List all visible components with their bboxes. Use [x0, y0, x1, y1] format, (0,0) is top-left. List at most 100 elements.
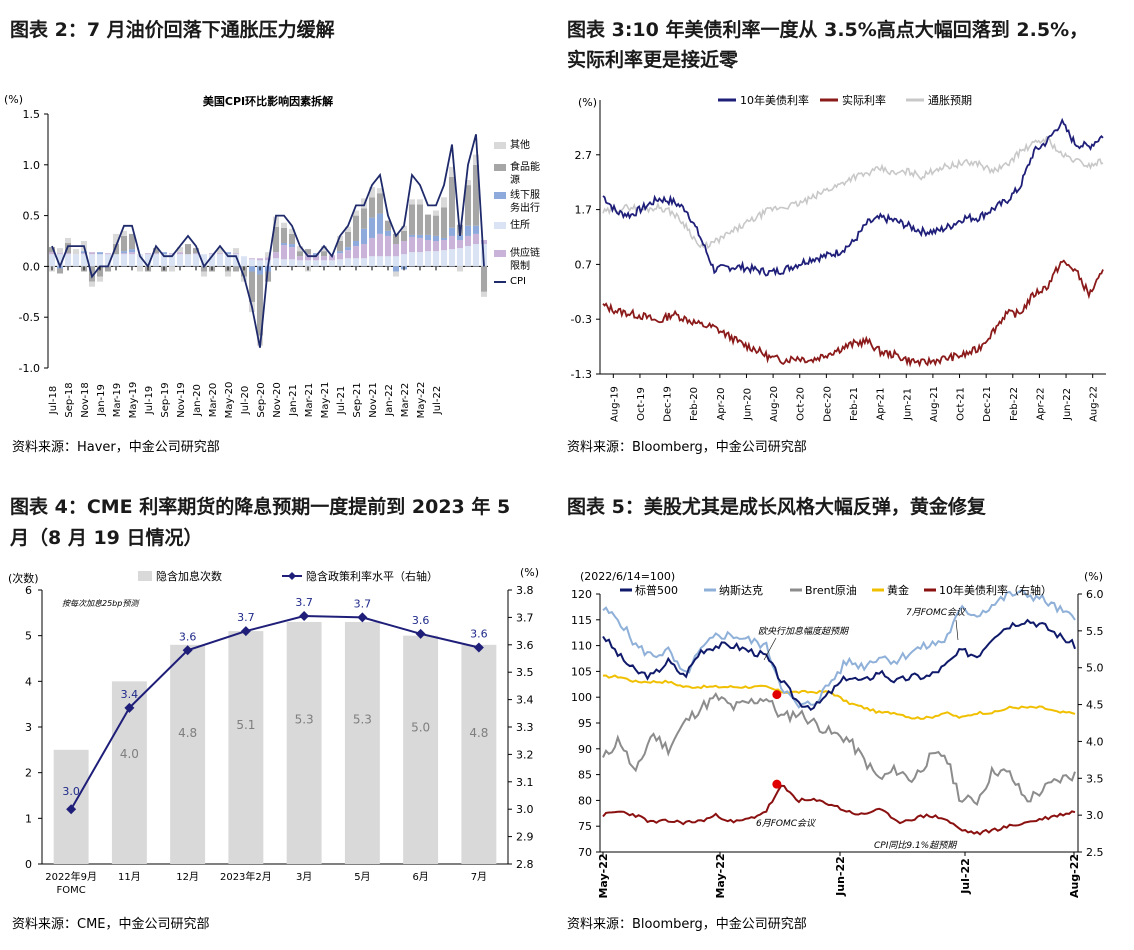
- cpi-bar-service: [312, 253, 320, 256]
- cpi-bar-service: [416, 234, 424, 238]
- cpi-bar-other: [264, 252, 272, 258]
- cme-ytick-right-label: 3.8: [516, 584, 534, 597]
- cme-legend-marker: [288, 572, 296, 580]
- stocks-fomc-marker: [772, 779, 782, 789]
- cpi-bar-shelter: [128, 254, 136, 267]
- cpi-bar-service: [128, 249, 136, 253]
- cpi-bar-service: [336, 251, 344, 254]
- cpi-bar-shelter: [368, 256, 376, 267]
- cpi-bar-service: [360, 228, 368, 245]
- cme-rate-marker: [182, 645, 193, 656]
- yields-ytick-label: 1.7: [575, 204, 593, 217]
- stocks-july-pointer: [955, 619, 959, 641]
- cpi-bar-supply: [368, 237, 376, 257]
- cpi-bar-food: [112, 244, 120, 255]
- cpi-bar-other: [352, 210, 360, 216]
- stocks-legend-label: 标普500: [635, 583, 678, 597]
- cpi-bar-shelter: [440, 250, 448, 267]
- cpi-bar-shelter: [296, 260, 304, 267]
- cpi-xtick-label: Sep-18: [64, 382, 75, 417]
- cme-category-label: 3月: [296, 871, 312, 883]
- cpi-bar-other: [480, 291, 488, 297]
- cme-category-label: 6月: [412, 871, 428, 883]
- cpi-bar-service: [376, 213, 384, 234]
- cpi-xtick-label: Jul-18: [48, 386, 59, 415]
- cpi-bar-shelter: [400, 254, 408, 267]
- cpi-bar-shelter: [216, 254, 224, 267]
- cpi-bar-other: [344, 226, 352, 232]
- stocks-chart: (2022/6/14=100) (%) 70 75 80 85 90 95 100 105 110 1…: [571, 570, 1104, 899]
- yields-xtick-label: Oct-19: [636, 387, 647, 421]
- cpi-bar-shelter: [344, 258, 352, 267]
- cpi-bar-service: [248, 266, 256, 272]
- stocks-unit-right: (%): [1084, 570, 1103, 583]
- cpi-bar-other: [112, 233, 120, 245]
- cpi-bar-service: [368, 217, 376, 238]
- cpi-bar-service: [472, 225, 480, 234]
- cpi-ytick-label: -0.5: [19, 311, 40, 324]
- cme-legend-line-label: 隐含政策利率水平（右轴）: [306, 569, 438, 583]
- cpi-bar-shelter: [200, 254, 208, 267]
- cpi-title: 美国CPI环比影响因素拆解: [203, 94, 333, 108]
- cpi-bar-food: [360, 208, 368, 229]
- cpi-bar-supply: [328, 255, 336, 261]
- cme-ytick-left-label: 5: [25, 630, 32, 643]
- panel4-title-line1: 图表 4：CME 利率期货的降息预期一度提前到 2023 年 5: [10, 496, 511, 518]
- yields-ytick-label: 0.7: [575, 258, 593, 271]
- cpi-xtick-label: Jan-20: [192, 384, 203, 417]
- cpi-bar-shelter: [312, 260, 320, 267]
- cme-bar: [228, 631, 264, 864]
- cpi-bar-shelter: [448, 249, 456, 267]
- cme-ytick-right-label: 3.3: [516, 721, 534, 734]
- cpi-bar-shelter: [80, 254, 88, 267]
- cpi-legend-swatch: [494, 222, 506, 229]
- cpi-bar-supply: [336, 253, 344, 260]
- cpi-bar-supply: [472, 233, 480, 245]
- stocks-ytick-right-label: 3.0: [1086, 809, 1104, 822]
- cme-unit-left: (次数): [8, 571, 39, 585]
- cme-rate-marker: [66, 804, 77, 815]
- cpi-bar-other: [224, 271, 232, 277]
- cpi-bar-shelter: [320, 260, 328, 267]
- cpi-bar-shelter: [160, 254, 168, 267]
- cpi-bar-other: [464, 180, 472, 186]
- cpi-legend-swatch: [494, 142, 506, 149]
- panel3-source: 资料来源：Bloomberg，中金公司研究部: [567, 440, 807, 455]
- cme-bar-label: 4.0: [120, 747, 139, 761]
- cpi-bar-shelter: [152, 254, 160, 267]
- cpi-bar-other: [136, 266, 144, 272]
- cpi-bar-shelter: [224, 254, 232, 267]
- cpi-bar-shelter: [168, 254, 176, 267]
- panel5-source: 资料来源：Bloomberg，中金公司研究部: [567, 917, 807, 932]
- cme-legend-swatch-bar: [138, 571, 152, 581]
- cpi-bar-food: [56, 268, 64, 274]
- stocks-ytick-left-label: 75: [578, 820, 592, 833]
- cpi-bar-service: [448, 227, 456, 236]
- yields-xtick-label: Apr-22: [1035, 387, 1046, 420]
- cme-ytick-right-label: 3.5: [516, 666, 534, 679]
- cpi-bar-supply: [392, 244, 400, 257]
- cpi-bar-shelter: [112, 254, 120, 267]
- cpi-bar-supply: [88, 252, 96, 255]
- cpi-bar-supply: [424, 239, 432, 252]
- cpi-bar-food: [480, 266, 488, 292]
- yields-xtick-label: Aug-21: [929, 386, 940, 422]
- cpi-bar-other: [472, 154, 480, 165]
- cpi-bar-supply: [272, 252, 280, 259]
- yields-line-2: [602, 136, 1104, 250]
- cpi-bar-food: [120, 235, 128, 252]
- cme-unit-right: (%): [520, 566, 539, 579]
- cpi-xtick-label: Mar-22: [400, 383, 411, 418]
- cpi-bar-supply: [456, 239, 464, 249]
- cpi-bar-food: [464, 185, 472, 226]
- cpi-bar-food: [248, 271, 256, 302]
- cpi-xtick-label: Jul-19: [144, 386, 155, 415]
- cpi-bar-other: [432, 210, 440, 216]
- cpi-bar-supply: [480, 239, 488, 245]
- cpi-bar-other: [72, 249, 80, 255]
- cpi-bar-supply: [440, 239, 448, 251]
- cme-ytick-right-label: 3.4: [516, 694, 534, 707]
- cpi-xtick-label: Mar-21: [304, 383, 315, 418]
- stocks-ytick-left-label: 110: [571, 640, 592, 653]
- stocks-ytick-right-label: 6.0: [1086, 588, 1104, 601]
